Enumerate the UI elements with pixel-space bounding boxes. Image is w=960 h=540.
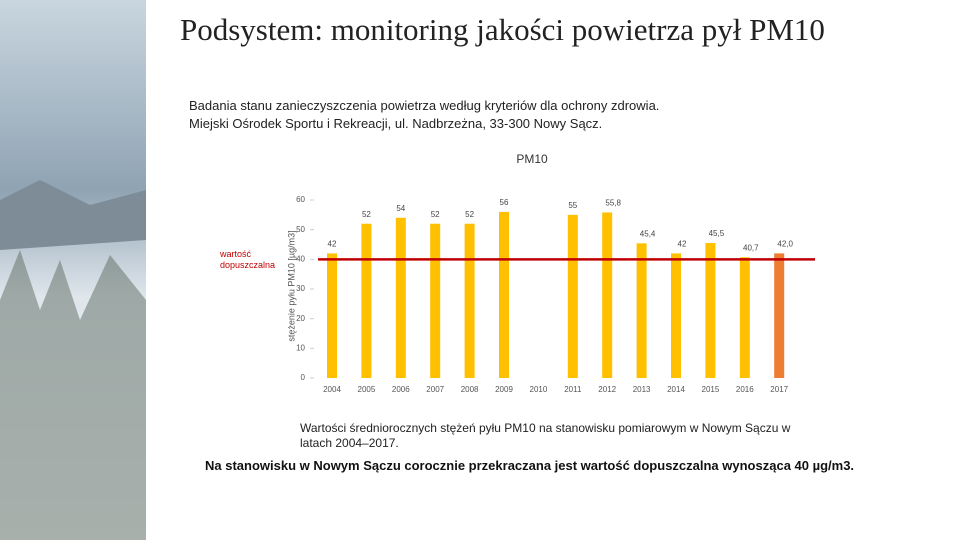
x-tick-label: 2007 — [426, 385, 444, 394]
value-label: 42 — [328, 240, 337, 249]
mountains — [0, 180, 146, 250]
x-tick-label: 2008 — [461, 385, 479, 394]
x-tick-label: 2010 — [530, 385, 548, 394]
value-label: 52 — [431, 210, 440, 219]
x-tick-label: 2005 — [358, 385, 376, 394]
bar — [705, 243, 716, 378]
slide-title: Podsystem: monitoring jakości powietrza … — [180, 12, 825, 47]
bar — [499, 211, 509, 378]
subtitle: Badania stanu zanieczyszczenia powietrza… — [189, 98, 660, 113]
bar — [671, 253, 681, 378]
y-axis-label: stężenie pyłu PM10 [µg/m3] — [286, 230, 296, 341]
value-label: 40,7 — [743, 243, 759, 252]
value-label: 56 — [500, 198, 509, 207]
y-tick-label: 0 — [301, 373, 306, 382]
x-tick-label: 2004 — [323, 385, 341, 394]
bar — [636, 243, 647, 378]
chart-title: PM10 — [516, 152, 548, 166]
y-tick-label: 20 — [296, 314, 305, 323]
value-label: 52 — [465, 210, 474, 219]
value-label: 42 — [678, 240, 687, 249]
bar — [361, 223, 372, 378]
y-tick-label: 60 — [296, 195, 305, 204]
x-tick-label: 2015 — [702, 385, 720, 394]
value-label: 54 — [396, 204, 405, 213]
bar — [430, 223, 441, 378]
caption: Wartości średniorocznych stężeń pyłu PM1… — [300, 421, 791, 450]
x-tick-label: 2011 — [564, 385, 582, 394]
value-label: 55,8 — [605, 199, 621, 208]
y-tick-label: 50 — [296, 225, 305, 234]
x-tick-label: 2017 — [770, 385, 788, 394]
bar — [739, 257, 750, 378]
value-label: 55 — [568, 201, 577, 210]
threshold-label: wartość dopuszczalna — [220, 249, 276, 270]
y-tick-label: 10 — [296, 343, 305, 352]
y-tick-label: 30 — [296, 284, 305, 293]
bar — [464, 223, 475, 378]
value-label: 45,4 — [640, 229, 656, 238]
conclusion: Na stanowisku w Nowym Sączu corocznie pr… — [205, 458, 855, 473]
bar — [395, 217, 406, 378]
x-tick-label: 2012 — [598, 385, 616, 394]
bar — [327, 253, 337, 378]
subtitle: Miejski Ośrodek Sportu i Rekreacji, ul. … — [189, 116, 603, 131]
x-tick-label: 2013 — [633, 385, 651, 394]
trees — [0, 250, 146, 540]
bar — [774, 253, 785, 378]
x-tick-label: 2014 — [667, 385, 685, 394]
y-tick-label: 40 — [296, 254, 305, 263]
bar — [602, 212, 613, 378]
bar — [567, 214, 578, 378]
value-label: 45,5 — [709, 229, 725, 238]
value-label: 42,0 — [777, 240, 793, 249]
x-tick-label: 2009 — [495, 385, 513, 394]
x-tick-label: 2016 — [736, 385, 754, 394]
value-label: 52 — [362, 210, 371, 219]
x-tick-label: 2006 — [392, 385, 410, 394]
